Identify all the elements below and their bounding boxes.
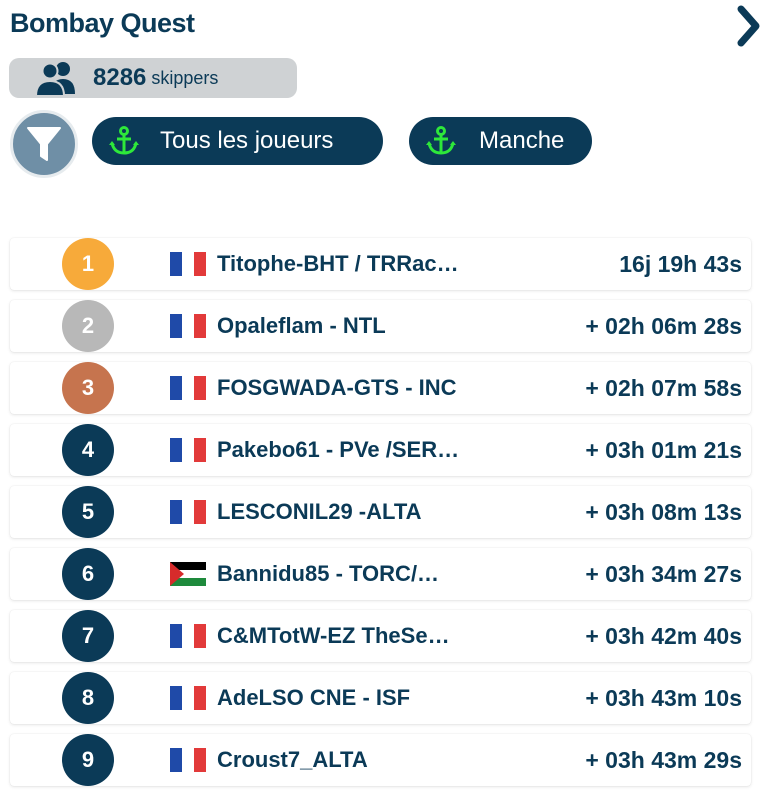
ranking-row[interactable]: 3 FOSGWADA-GTS - INC + 02h 07m 58s bbox=[10, 362, 751, 414]
race-time: + 02h 07m 58s bbox=[585, 375, 742, 401]
france-flag-icon bbox=[170, 686, 206, 710]
rank-badge: 7 bbox=[62, 610, 114, 662]
skipper-name: Pakebo61 - PVe /SER… bbox=[217, 437, 460, 462]
chevron-right-icon bbox=[737, 5, 760, 47]
france-flag-icon bbox=[170, 624, 206, 648]
rank-badge: 2 bbox=[62, 300, 114, 352]
players-filter-label: Tous les joueurs bbox=[160, 127, 334, 154]
race-time: + 03h 43m 10s bbox=[585, 685, 742, 711]
ranking-row[interactable]: 2 Opaleflam - NTL + 02h 06m 28s bbox=[10, 300, 751, 352]
rank-badge: 9 bbox=[62, 734, 114, 786]
skipper-name: LESCONIL29 -ALTA bbox=[217, 499, 422, 524]
users-icon bbox=[34, 62, 75, 96]
anchor-icon bbox=[109, 126, 139, 155]
ranking-row[interactable]: 8 AdeLSO CNE - ISF + 03h 43m 10s bbox=[10, 672, 751, 724]
skipper-name: FOSGWADA-GTS - INC bbox=[217, 375, 457, 400]
ranking-row[interactable]: 1 Titophe-BHT / TRRac… 16j 19h 43s bbox=[10, 238, 751, 290]
ranking-row[interactable]: 5 LESCONIL29 -ALTA + 03h 08m 13s bbox=[10, 486, 751, 538]
race-title: Bombay Quest bbox=[10, 8, 195, 38]
rank-badge: 3 bbox=[62, 362, 114, 414]
skipper-name: Titophe-BHT / TRRac… bbox=[217, 251, 459, 276]
france-flag-icon bbox=[170, 748, 206, 772]
rank-badge: 5 bbox=[62, 486, 114, 538]
skipper-name: Bannidu85 - TORC/… bbox=[217, 561, 440, 586]
players-filter-button[interactable]: Tous les joueurs bbox=[92, 117, 383, 165]
skippers-unit: skippers bbox=[151, 67, 219, 88]
skipper-name: Croust7_ALTA bbox=[217, 747, 368, 772]
france-flag-icon bbox=[170, 376, 206, 400]
leg-filter-label: Manche bbox=[479, 127, 565, 154]
race-time: + 03h 42m 40s bbox=[585, 623, 742, 649]
race-time: + 03h 01m 21s bbox=[585, 437, 742, 463]
ranking-row[interactable]: 4 Pakebo61 - PVe /SER… + 03h 01m 21s bbox=[10, 424, 751, 476]
skippers-count-badge: 8286 skippers bbox=[9, 58, 297, 98]
race-time: + 03h 34m 27s bbox=[585, 561, 742, 587]
france-flag-icon bbox=[170, 438, 206, 462]
ranking-row[interactable]: 9 Croust7_ALTA + 03h 43m 29s bbox=[10, 734, 751, 786]
palestine-flag-icon bbox=[170, 562, 206, 586]
rank-badge: 4 bbox=[62, 424, 114, 476]
race-time: + 03h 43m 29s bbox=[585, 747, 742, 773]
funnel-icon bbox=[27, 127, 61, 161]
france-flag-icon bbox=[170, 314, 206, 338]
skipper-name: C&MTotW-EZ TheSe… bbox=[217, 623, 450, 648]
filter-button[interactable] bbox=[10, 110, 78, 178]
rank-badge: 1 bbox=[62, 238, 114, 290]
skippers-count: 8286 bbox=[93, 64, 147, 91]
rank-badge: 8 bbox=[62, 672, 114, 724]
race-time: + 02h 06m 28s bbox=[585, 313, 742, 339]
france-flag-icon bbox=[170, 500, 206, 524]
race-time: + 03h 08m 13s bbox=[585, 499, 742, 525]
leg-filter-button[interactable]: Manche bbox=[409, 117, 592, 165]
rank-badge: 6 bbox=[62, 548, 114, 600]
ranking-row[interactable]: 7 C&MTotW-EZ TheSe… + 03h 42m 40s bbox=[10, 610, 751, 662]
skipper-name: AdeLSO CNE - ISF bbox=[217, 685, 411, 710]
skipper-name: Opaleflam - NTL bbox=[217, 313, 386, 338]
anchor-icon bbox=[426, 126, 456, 155]
france-flag-icon bbox=[170, 252, 206, 276]
ranking-row[interactable]: 6 Bannidu85 - TORC/… + 03h 34m 27s bbox=[10, 548, 751, 600]
race-time: 16j 19h 43s bbox=[619, 251, 742, 277]
collapse-panel-button[interactable] bbox=[736, 4, 761, 48]
